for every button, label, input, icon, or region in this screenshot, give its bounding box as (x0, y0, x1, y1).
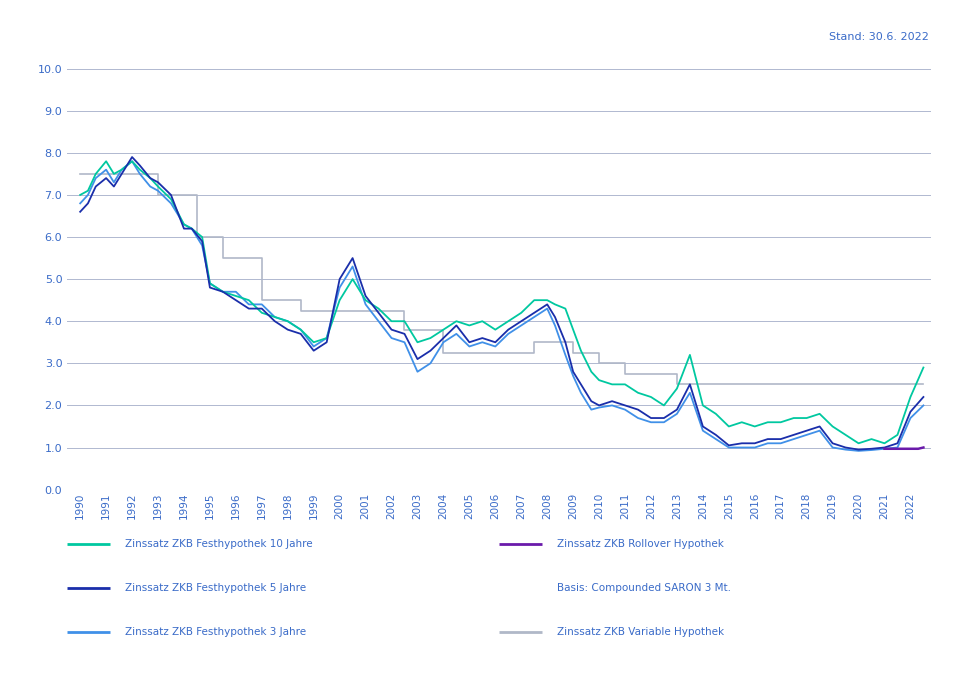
Text: Zinssatz ZKB Festhypothek 10 Jahre: Zinssatz ZKB Festhypothek 10 Jahre (125, 539, 312, 549)
Text: Zinssatz ZKB Festhypothek 3 Jahre: Zinssatz ZKB Festhypothek 3 Jahre (125, 628, 306, 637)
Text: Zinssatz ZKB Variable Hypothek: Zinssatz ZKB Variable Hypothek (557, 628, 724, 637)
Text: Stand: 30.6. 2022: Stand: 30.6. 2022 (828, 32, 928, 42)
Text: Zinssatz ZKB Rollover Hypothek: Zinssatz ZKB Rollover Hypothek (557, 539, 724, 549)
Text: Zinssatz ZKB Festhypothek 5 Jahre: Zinssatz ZKB Festhypothek 5 Jahre (125, 583, 306, 593)
Text: Basis: Compounded SARON 3 Mt.: Basis: Compounded SARON 3 Mt. (557, 583, 731, 593)
